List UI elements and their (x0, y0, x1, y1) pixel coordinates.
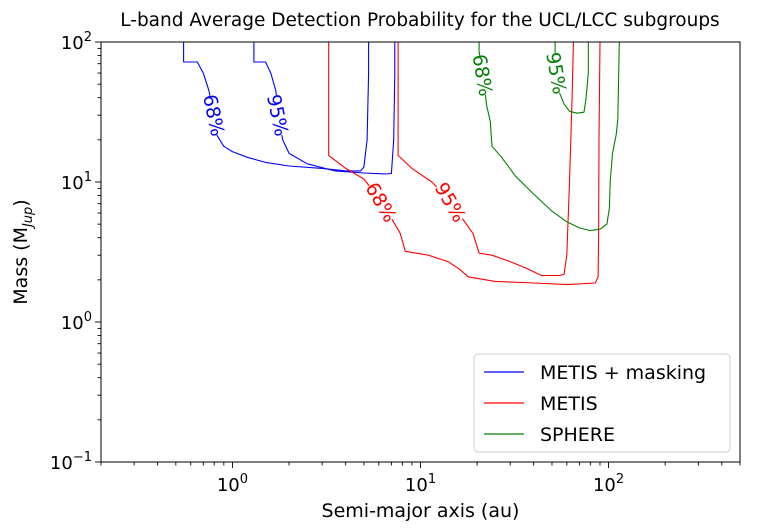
contour-line-68pct (478, 42, 620, 232)
contour-label-gap (361, 179, 402, 225)
y-tick-label-exp: 1 (84, 170, 92, 185)
contour-label-gap (542, 51, 572, 95)
legend-label: SPHERE (540, 424, 615, 446)
legend-box (473, 353, 731, 453)
x-tick-label-base: 10 (405, 475, 428, 496)
series-layer (183, 42, 620, 286)
y-tick-label: 101 (61, 170, 92, 194)
contour-label-group: 95% (262, 92, 294, 138)
x-tick-label-base: 10 (593, 475, 616, 496)
chart-title: L-band Average Detection Probability for… (120, 10, 719, 31)
series-1 (328, 42, 601, 286)
contour-label: 95% (262, 92, 292, 138)
y-tick-label-exp: −1 (73, 450, 92, 465)
y-tick-label-exp: 0 (84, 310, 92, 325)
contour-label: 68% (468, 53, 497, 98)
legend-label: METIS (540, 393, 598, 415)
y-tick-label: 10−1 (50, 450, 92, 474)
contour-label-group: 68% (361, 179, 402, 227)
series-0 (183, 42, 396, 175)
contour-label-gap (468, 53, 498, 97)
contour-label-group: 95% (541, 51, 572, 96)
contour-label: 95% (430, 179, 470, 227)
x-tick-label-exp: 1 (428, 472, 436, 487)
contour-label-group: 68% (198, 92, 230, 138)
plot-frame (100, 41, 741, 463)
contour-label: 68% (198, 92, 228, 138)
y-tick-label-base: 10 (61, 33, 84, 54)
x-axis-label: Semi-major axis (au) (322, 500, 520, 522)
y-tick-label-base: 10 (61, 173, 84, 194)
legend-entries: METIS + masking METIS SPHERE (484, 362, 706, 446)
x-tick-label: 100 (217, 472, 248, 496)
x-tick-label: 102 (593, 472, 624, 496)
y-tick-label-base: 10 (50, 453, 73, 474)
contour-line-95pct (253, 42, 396, 175)
contour-labels: 68% 95% 68% 95% 68% 95% (198, 51, 572, 227)
legend: METIS + masking METIS SPHERE (473, 353, 731, 453)
y-tick-label: 100 (61, 310, 92, 334)
y-tick-label: 102 (61, 30, 92, 54)
contour-label-group: 68% (468, 53, 498, 98)
y-axis-label-sub: Jup (21, 207, 36, 230)
legend-label: METIS + masking (540, 362, 706, 384)
contour-label-gap (199, 93, 230, 138)
contour-line-95pct (397, 42, 574, 277)
contour-line-68pct (183, 42, 370, 172)
contour-label-gap (263, 93, 294, 138)
x-tick-label-base: 10 (217, 475, 240, 496)
contour-label: 68% (361, 179, 401, 227)
contour-line-68pct (328, 42, 601, 286)
contour-label: 95% (541, 51, 570, 96)
contour-label-gap (431, 179, 471, 225)
y-axis-label: Mass (MJup) (10, 199, 36, 304)
x-tick-label: 101 (405, 472, 436, 496)
contour-label-group: 95% (430, 179, 471, 227)
y-axis-label-main: Mass (M (10, 227, 32, 305)
x-tick-label-exp: 2 (616, 472, 624, 487)
y-tick-label-exp: 2 (84, 30, 92, 45)
x-tick-label-exp: 0 (240, 472, 248, 487)
y-axis-label-close: ) (10, 199, 32, 206)
y-tick-label-base: 10 (61, 313, 84, 334)
